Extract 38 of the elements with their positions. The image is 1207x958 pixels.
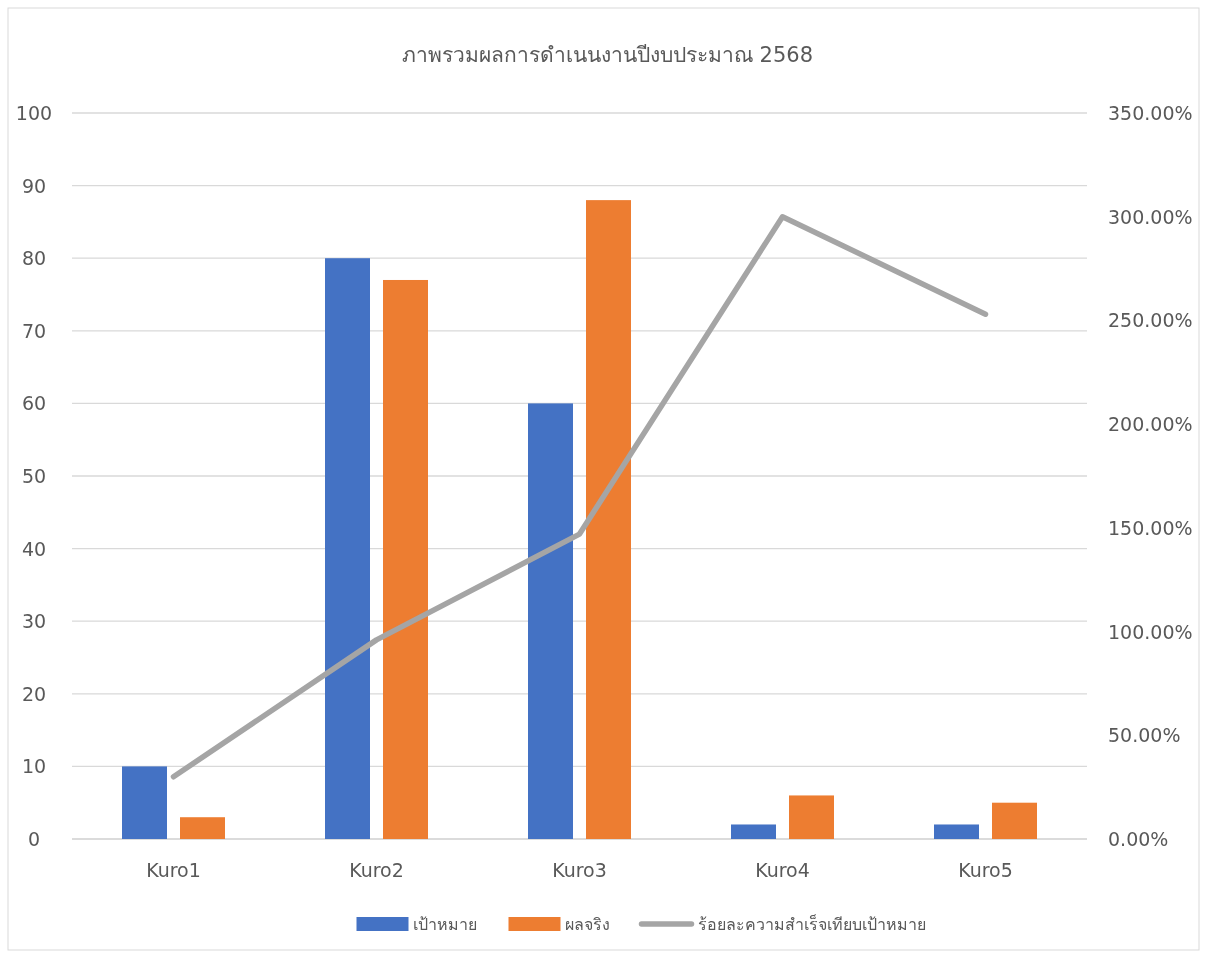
y2-tick-label: 150.00% xyxy=(1108,516,1193,539)
y-tick-label: 10 xyxy=(21,755,47,778)
y2-tick-label: 50.00% xyxy=(1108,724,1181,747)
y-tick-label: 50 xyxy=(21,465,47,487)
y-tick-label: 90 xyxy=(21,174,47,197)
bar xyxy=(325,258,370,839)
y-tick-label: 20 xyxy=(21,682,47,705)
x-tick-label: Kuro4 xyxy=(755,859,810,881)
y2-tick-label: 100.00% xyxy=(1108,620,1193,643)
y2-tick-label: 200.00% xyxy=(1108,413,1193,436)
y2-tick-label: 250.00% xyxy=(1108,309,1193,332)
bar xyxy=(383,279,428,839)
y-tick-label: 100 xyxy=(15,102,53,124)
bar xyxy=(586,200,631,839)
y-tick-label: 70 xyxy=(21,319,47,342)
legend-label: ร้อยละความสำเร็จเทียบเป้าหมาย xyxy=(697,914,926,934)
bar xyxy=(731,824,776,839)
y-tick-label: 40 xyxy=(21,537,47,560)
bar xyxy=(789,795,834,839)
legend-label: เป้าหมาย xyxy=(412,915,477,934)
x-tick-label: Kuro3 xyxy=(552,859,607,881)
y2-tick-label: 0.00% xyxy=(1108,828,1169,850)
chart-title: ภาพรวมผลการดำเนนงานปีงบประมาณ 2568 xyxy=(401,43,814,67)
y2-tick-label: 300.00% xyxy=(1108,205,1193,228)
y-tick-label: 0 xyxy=(27,828,41,850)
x-tick-label: Kuro1 xyxy=(146,859,201,881)
bar xyxy=(528,403,573,839)
bar xyxy=(934,824,979,839)
bar xyxy=(992,802,1037,839)
y-tick-label: 80 xyxy=(21,247,47,270)
x-tick-label: Kuro2 xyxy=(349,859,404,881)
legend-label: ผลจริง xyxy=(564,915,610,934)
bar xyxy=(122,766,167,839)
bar xyxy=(180,817,225,839)
y2-tick-label: 350.00% xyxy=(1108,102,1193,124)
x-tick-label: Kuro5 xyxy=(958,859,1013,881)
y-tick-label: 60 xyxy=(21,392,47,415)
y-tick-label: 30 xyxy=(21,610,47,633)
